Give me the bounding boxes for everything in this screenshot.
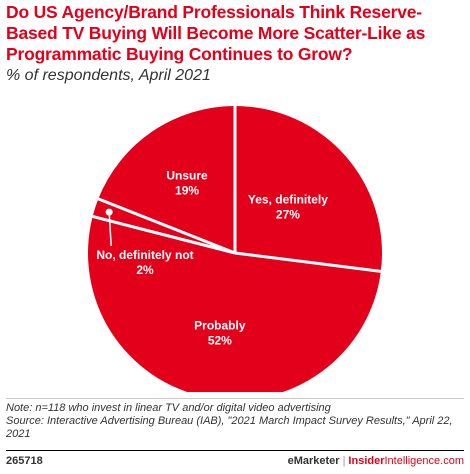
pie-slice-yes-definitely [235, 106, 382, 272]
source-text: Source: Interactive Advertising Bureau (… [6, 415, 453, 440]
footer-line [6, 450, 464, 451]
leader-line [108, 212, 112, 247]
brand-footer: eMarketer | InsiderIntelligence.com [288, 455, 464, 467]
slice-label-value: 27% [276, 207, 300, 221]
chart-id: 265718 [6, 455, 43, 467]
chart-subtitle: % of respondents, April 2021 [6, 67, 211, 84]
slice-label-value: 19% [175, 183, 199, 197]
slice-label-name: Yes, definitely [248, 192, 328, 206]
slice-separators [92, 106, 382, 273]
brand-prefix: Insider [348, 455, 385, 467]
emarketer-brand: eMarketer [287, 455, 340, 467]
slice-label-value: 2% [136, 263, 154, 277]
divider [6, 398, 464, 399]
slice-separator [92, 214, 236, 255]
slice-label: Probably 52% [194, 318, 246, 347]
pie-slices [88, 106, 382, 392]
brand-suffix: Intelligence.com [384, 455, 465, 467]
insider-intelligence-brand: InsiderIntelligence.com [348, 455, 464, 467]
pie-slice-probably [88, 216, 381, 392]
leader-dot [105, 208, 113, 216]
slice-label-value: 52% [208, 333, 232, 347]
footnote: Note: n=118 who invest in linear TV and/… [6, 402, 464, 441]
slice-separator [234, 251, 382, 273]
note-text: Note: n=118 who invest in linear TV and/… [6, 402, 331, 414]
slice-label: Unsure 19% [166, 168, 208, 197]
slice-label-name: No, definitely not [96, 248, 193, 262]
slice-label-name: Unsure [166, 168, 208, 182]
brand-separator: | [342, 455, 346, 467]
chart-title: Do US Agency/Brand Professionals Think R… [6, 2, 426, 64]
slice-label: Yes, definitely 27% [248, 192, 328, 221]
slice-labels: Yes, definitely 27% Probably 52% No, definit… [96, 168, 328, 347]
slice-label: No, definitely not 2% [96, 248, 193, 277]
slice-label-name: Probably [194, 318, 246, 332]
pie-slice-unsure [98, 106, 236, 253]
slice-separator [97, 197, 236, 255]
pie-chart: Yes, definitely 27% Probably 52% No, definit… [88, 106, 382, 392]
